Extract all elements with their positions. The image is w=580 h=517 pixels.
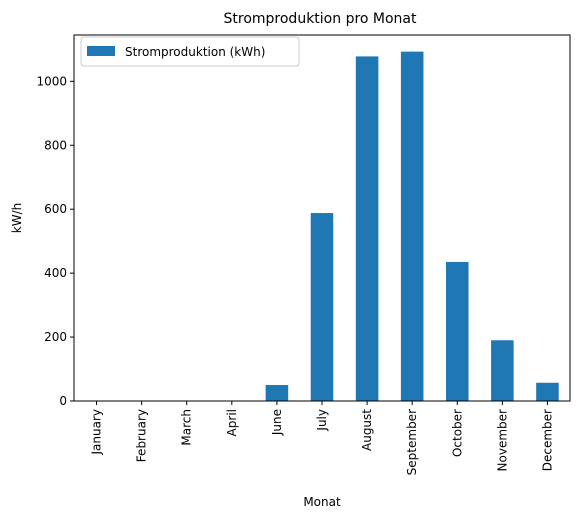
plot-frame (73, 34, 571, 402)
bar-june (265, 385, 289, 401)
x-tick-label: March (180, 409, 194, 446)
bar-december (536, 382, 559, 401)
bar-august (355, 56, 379, 401)
y-tick-label: 0 (59, 394, 67, 408)
y-axis-ticks: 0 200 400 600 800 1000 (36, 74, 74, 408)
x-tick-label: January (90, 409, 104, 456)
y-tick-label: 800 (44, 138, 67, 152)
legend-swatch (87, 46, 115, 56)
x-axis-ticks: January February March April June July August S… (90, 401, 554, 475)
bar-september (400, 51, 424, 402)
x-tick-label: October (450, 409, 464, 457)
bar-july (310, 213, 334, 401)
x-tick-label: September (405, 409, 419, 475)
bar-november (491, 340, 514, 401)
x-tick-label: April (225, 409, 239, 436)
x-tick-label: November (495, 409, 509, 471)
y-tick-label: 200 (44, 330, 67, 344)
y-axis-label: kW/h (10, 203, 24, 233)
legend: Stromproduktion (kWh) (80, 36, 300, 67)
x-axis-label: Monat (303, 495, 341, 509)
y-tick-label: 1000 (36, 74, 67, 88)
x-tick-label: February (135, 409, 149, 462)
x-tick-label: July (315, 409, 329, 432)
y-tick-label: 600 (44, 202, 67, 216)
chart-title: Stromproduktion pro Monat (224, 11, 418, 27)
legend-frame (80, 36, 300, 67)
x-tick-label: December (540, 409, 554, 471)
x-tick-label: August (360, 409, 374, 451)
y-tick-label: 400 (44, 266, 67, 280)
legend-entry: Stromproduktion (kWh) (125, 45, 265, 59)
bar-october (446, 261, 469, 401)
x-tick-label: June (270, 409, 284, 436)
bars-group (265, 51, 559, 402)
